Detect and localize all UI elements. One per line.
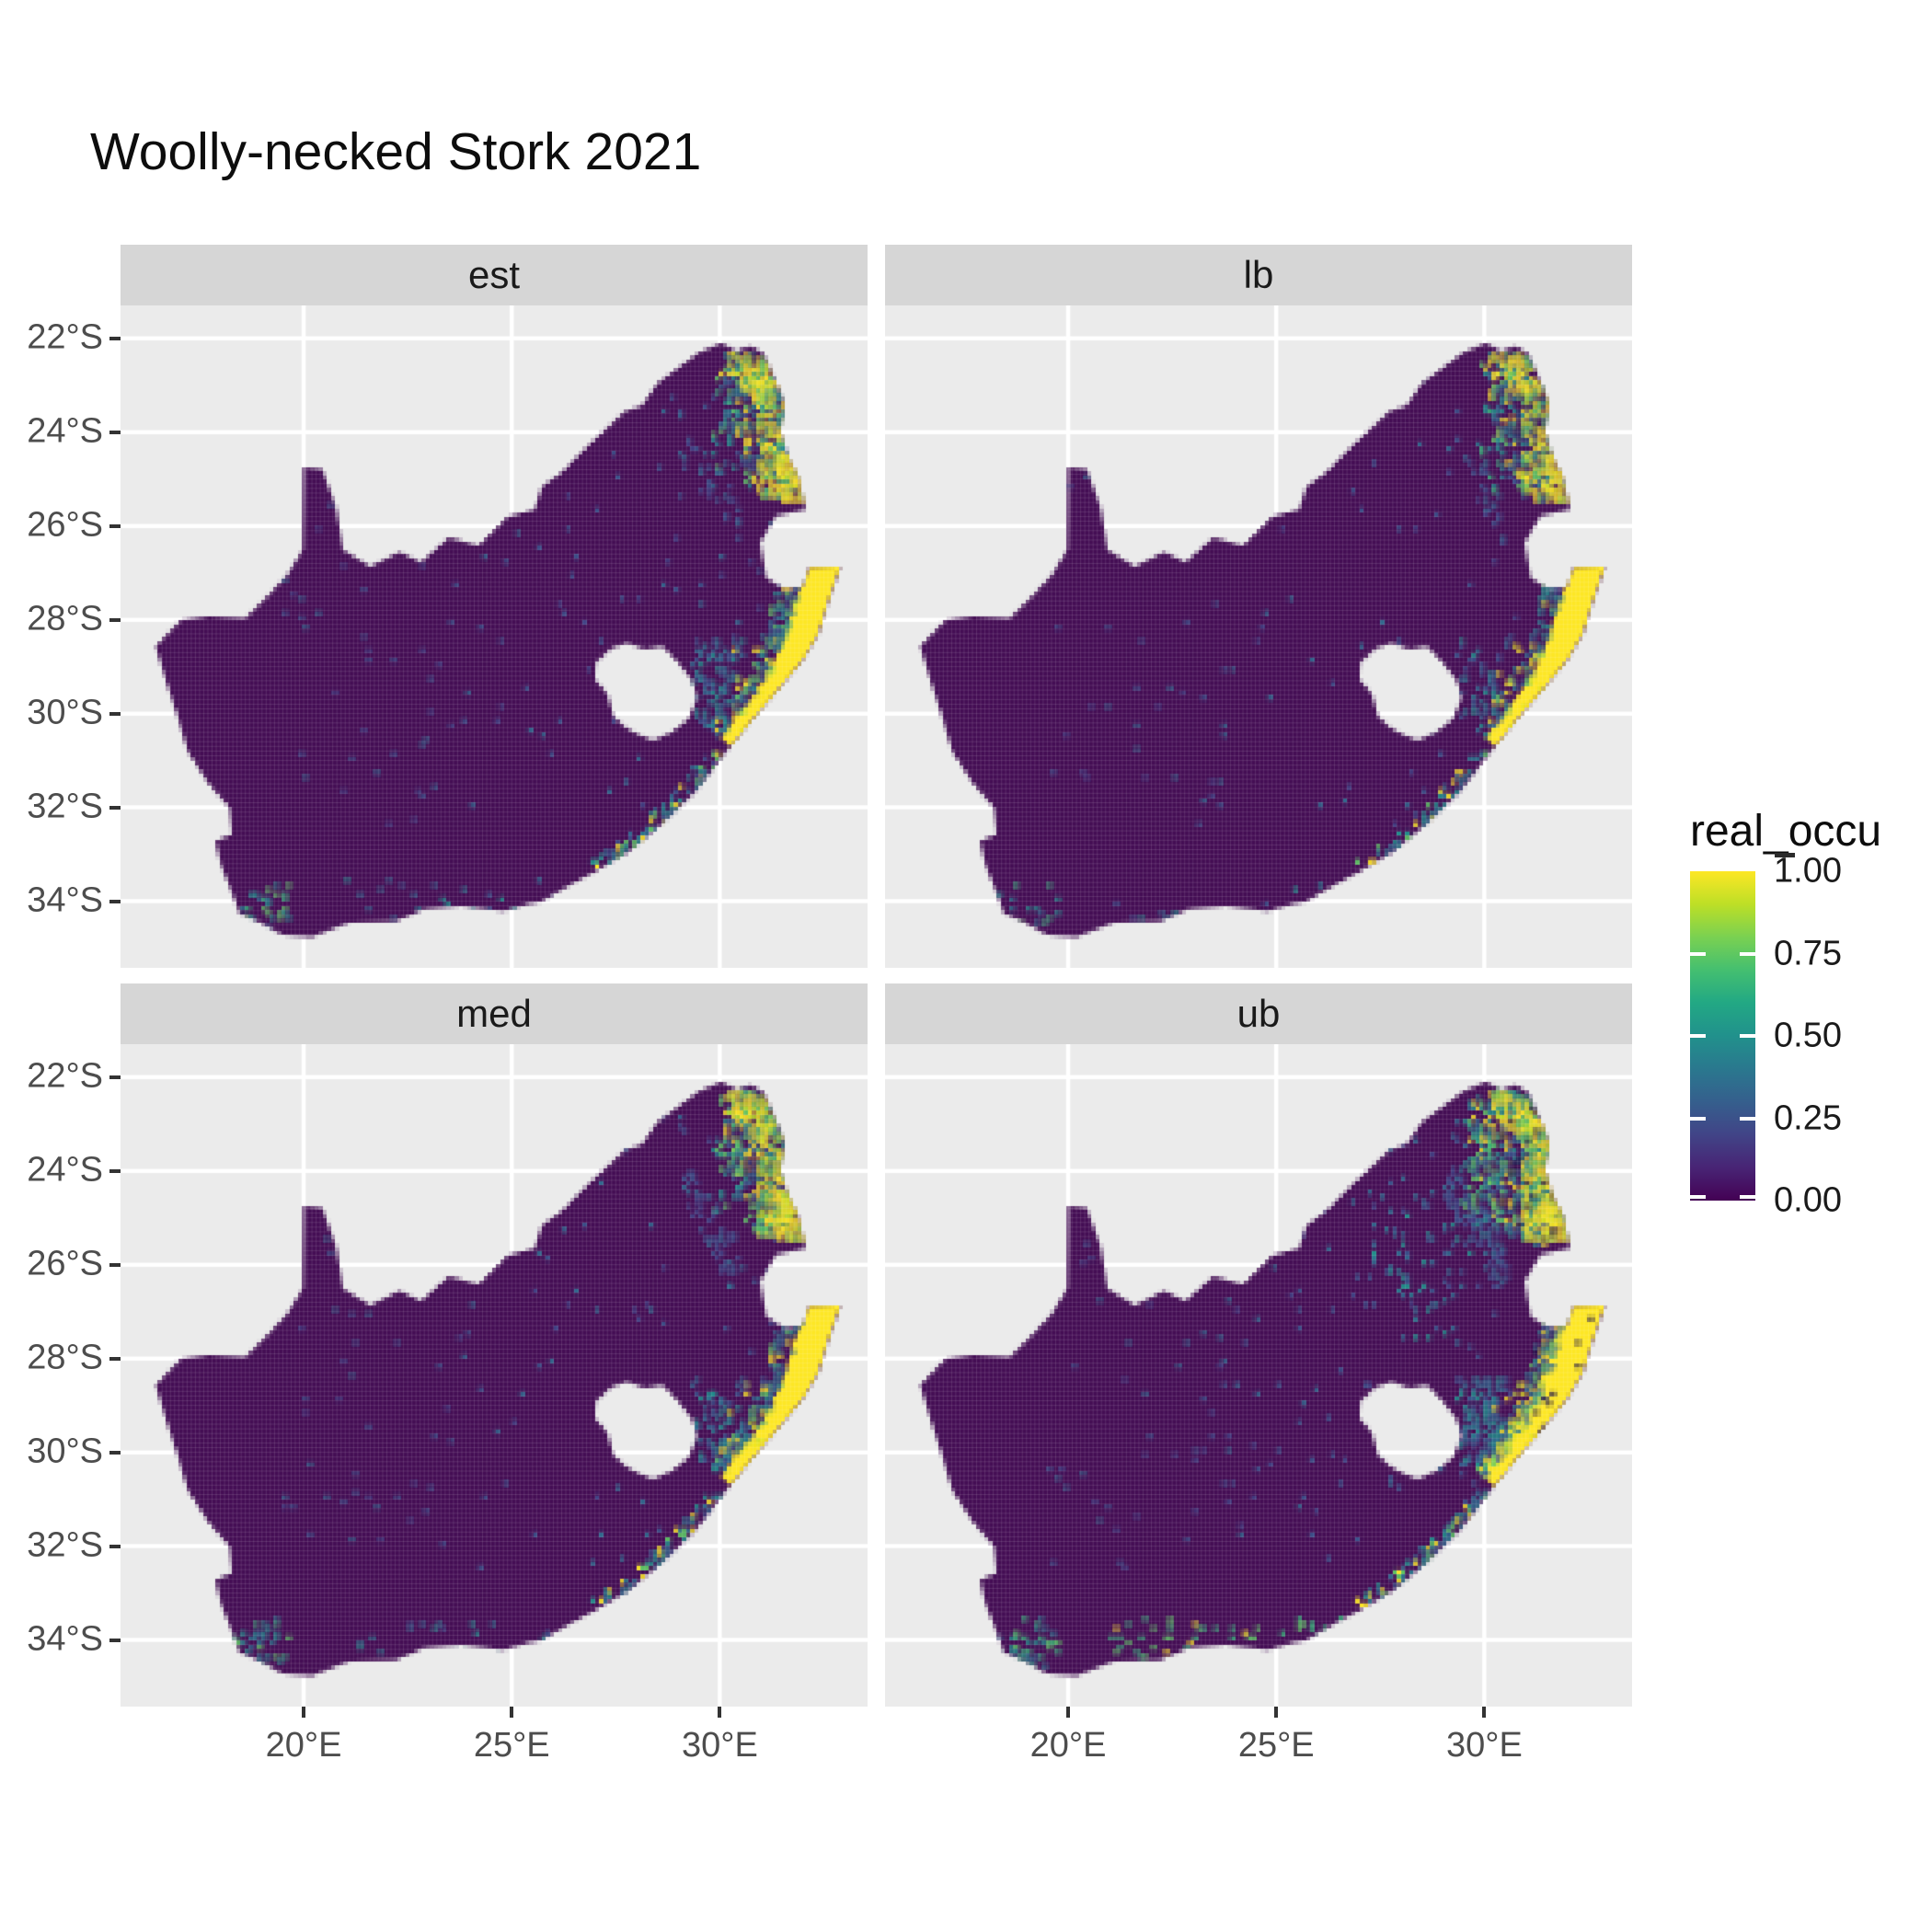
legend-tick-label: 0.50 (1774, 1016, 1842, 1055)
legend-tick (1740, 1116, 1755, 1121)
legend-tick-label: 0.25 (1774, 1098, 1842, 1137)
y-axis-tick (109, 1356, 121, 1361)
map-canvas-med (121, 1044, 868, 1707)
y-tick-label: 34°S (27, 1619, 103, 1659)
y-tick-label: 30°S (27, 1432, 103, 1471)
x-axis-tick (718, 1707, 722, 1718)
x-tick-label: 30°E (1446, 1726, 1523, 1765)
facet-strip-med: med (121, 983, 868, 1044)
x-axis-tick (1274, 1707, 1279, 1718)
y-axis-tick (109, 711, 121, 716)
y-axis-tick (109, 1450, 121, 1455)
y-tick-label: 26°S (27, 1244, 103, 1283)
y-tick-label: 22°S (27, 1056, 103, 1096)
y-axis-tick (109, 523, 121, 528)
y-axis-tick (109, 1262, 121, 1267)
y-axis-tick (109, 805, 121, 810)
legend-tick (1690, 1116, 1706, 1121)
y-axis-tick (109, 899, 121, 903)
facet-strip-lb: lb (885, 245, 1632, 305)
x-tick-label: 30°E (682, 1726, 758, 1765)
y-axis-tick (109, 1168, 121, 1173)
x-tick-label: 20°E (1029, 1726, 1107, 1765)
y-tick-label: 34°S (27, 880, 103, 920)
y-axis-tick (109, 1075, 121, 1079)
legend-tick (1690, 1034, 1706, 1038)
y-tick-label: 32°S (27, 1525, 103, 1565)
legend-tick (1740, 1195, 1755, 1199)
y-tick-label: 28°S (27, 599, 103, 638)
y-tick-label: 24°S (27, 411, 103, 451)
y-axis-tick (109, 1638, 121, 1642)
y-axis-tick (109, 1544, 121, 1548)
map-canvas-est (121, 305, 868, 968)
y-tick-label: 28°S (27, 1338, 103, 1377)
map-canvas-lb (885, 305, 1632, 968)
legend-tick-top (1775, 853, 1795, 857)
legend-tick (1690, 951, 1706, 956)
map-canvas-ub (885, 1044, 1632, 1707)
x-axis-tick (1066, 1707, 1071, 1718)
x-axis-tick (1482, 1707, 1487, 1718)
legend-tick (1740, 1034, 1755, 1038)
x-tick-label: 25°E (1237, 1726, 1315, 1765)
y-tick-label: 26°S (27, 505, 103, 545)
legend-tick-label: 0.75 (1774, 934, 1842, 972)
y-axis-tick (109, 617, 121, 622)
legend-tick-label: 0.00 (1774, 1180, 1842, 1220)
y-axis-tick (109, 336, 121, 340)
legend-tick-label: 1.00 (1774, 851, 1842, 891)
facet-strip-est: est (121, 245, 868, 305)
legend-tick (1740, 951, 1755, 956)
y-tick-label: 32°S (27, 787, 103, 826)
x-axis-tick (302, 1707, 306, 1718)
x-tick-label: 20°E (265, 1726, 342, 1765)
y-tick-label: 24°S (27, 1150, 103, 1190)
y-tick-label: 30°S (27, 693, 103, 732)
y-axis-tick (109, 430, 121, 434)
x-tick-label: 25°E (473, 1726, 550, 1765)
legend-tick (1690, 1195, 1706, 1199)
x-axis-tick (510, 1707, 514, 1718)
facet-strip-ub: ub (885, 983, 1632, 1044)
y-tick-label: 22°S (27, 317, 103, 357)
plot-title: Woolly-necked Stork 2021 (90, 122, 702, 181)
legend-title: real_occu (1690, 807, 1882, 856)
